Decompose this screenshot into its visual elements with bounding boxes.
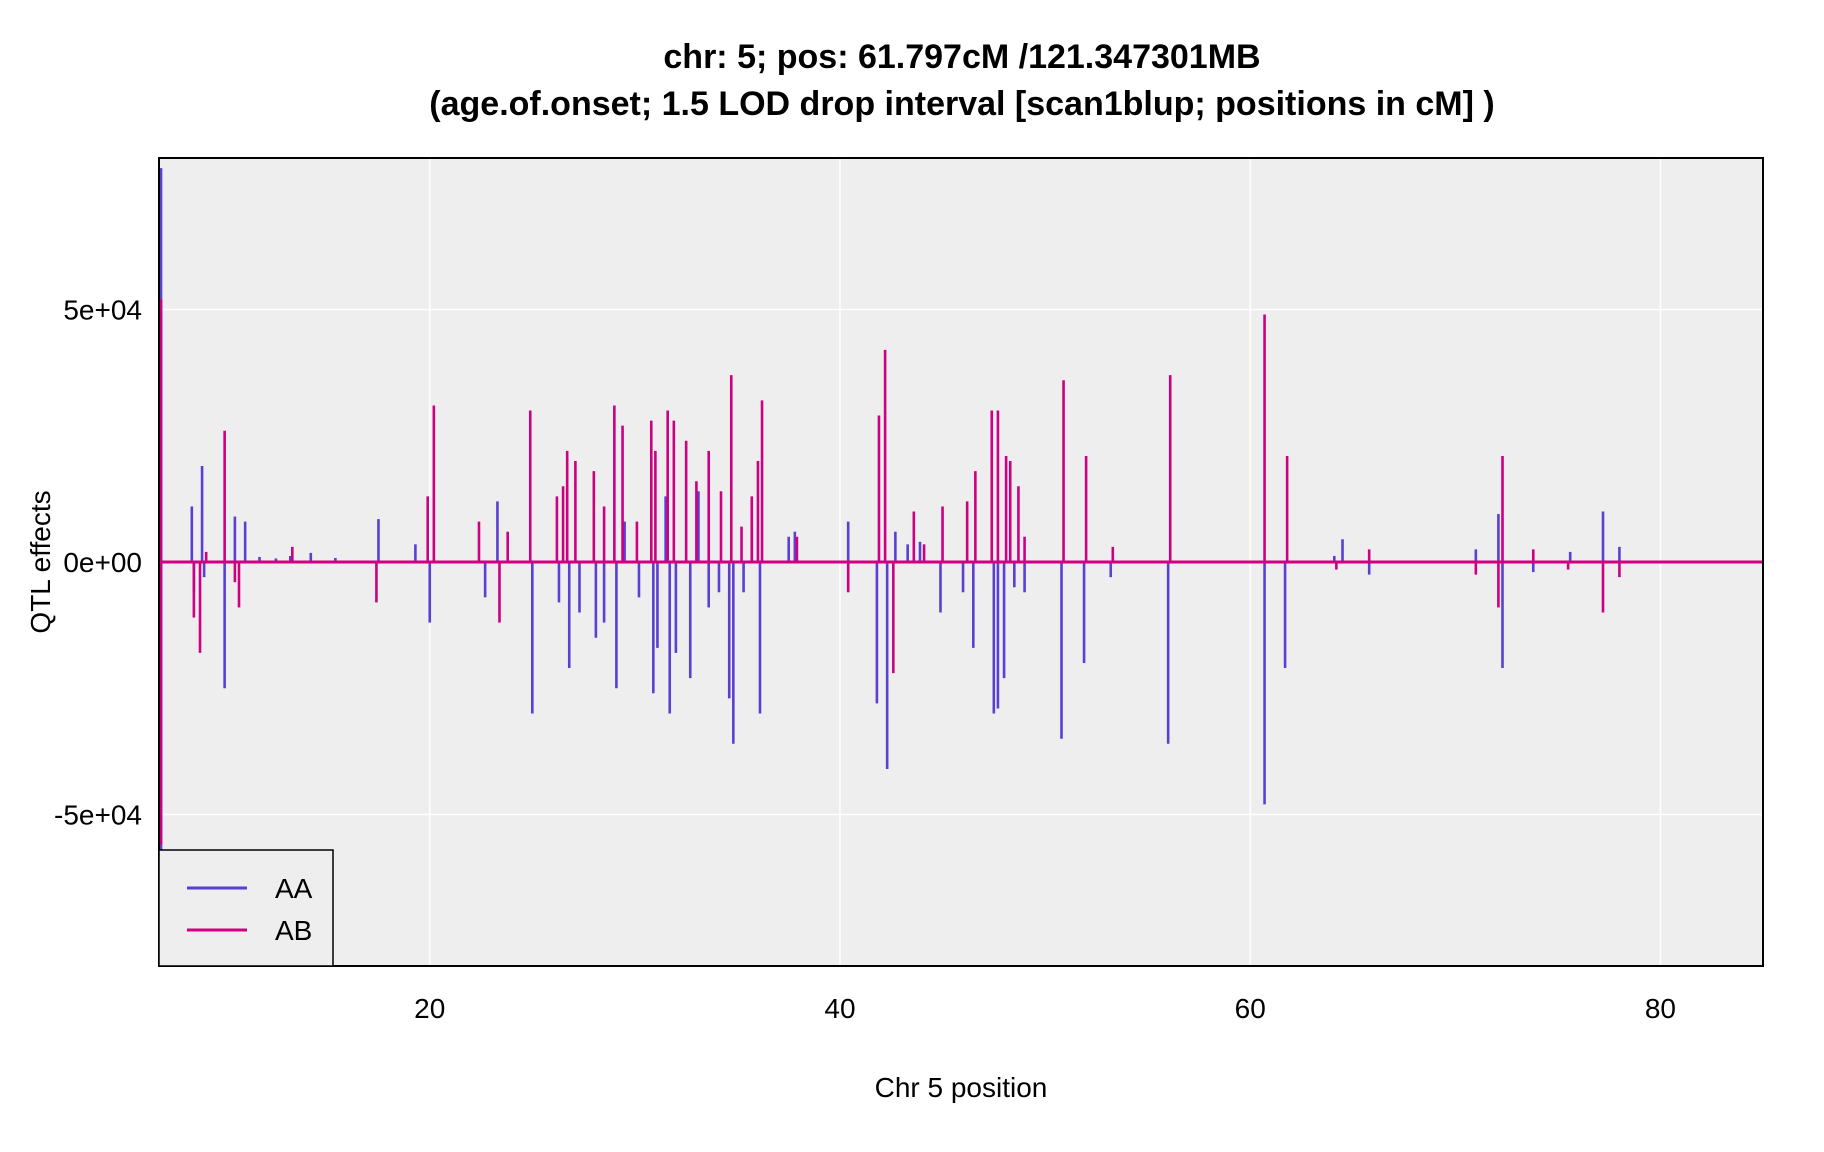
legend-box [158,849,334,967]
y-tick-label-2: -5e+04 [54,800,142,831]
chart-title-line-1: chr: 5; pos: 61.797cM /121.347301MB [663,38,1260,76]
series-ab [159,299,1763,845]
series-layer [159,168,1763,855]
x-axis-label: Chr 5 position [875,1072,1048,1103]
y-tick-label-1: 0e+00 [63,547,142,578]
x-tick-label-1: 40 [824,993,855,1024]
y-axis-label: QTL effects [25,490,56,633]
legend: AA AB [158,849,334,967]
plot-frame [158,157,1764,967]
x-tick-label-2: 60 [1235,993,1266,1024]
tick-layer: 20 40 60 80 5e+04 0e+00 -5e+04 [54,295,1676,1025]
x-tick-label-3: 80 [1645,993,1676,1024]
legend-label-ab: AB [275,915,312,946]
chart-title-line-2: (age.of.onset; 1.5 LOD drop interval [sc… [429,85,1494,123]
y-tick-label-0: 5e+04 [63,295,142,326]
x-tick-label-0: 20 [414,993,445,1024]
legend-label-aa: AA [275,873,313,904]
